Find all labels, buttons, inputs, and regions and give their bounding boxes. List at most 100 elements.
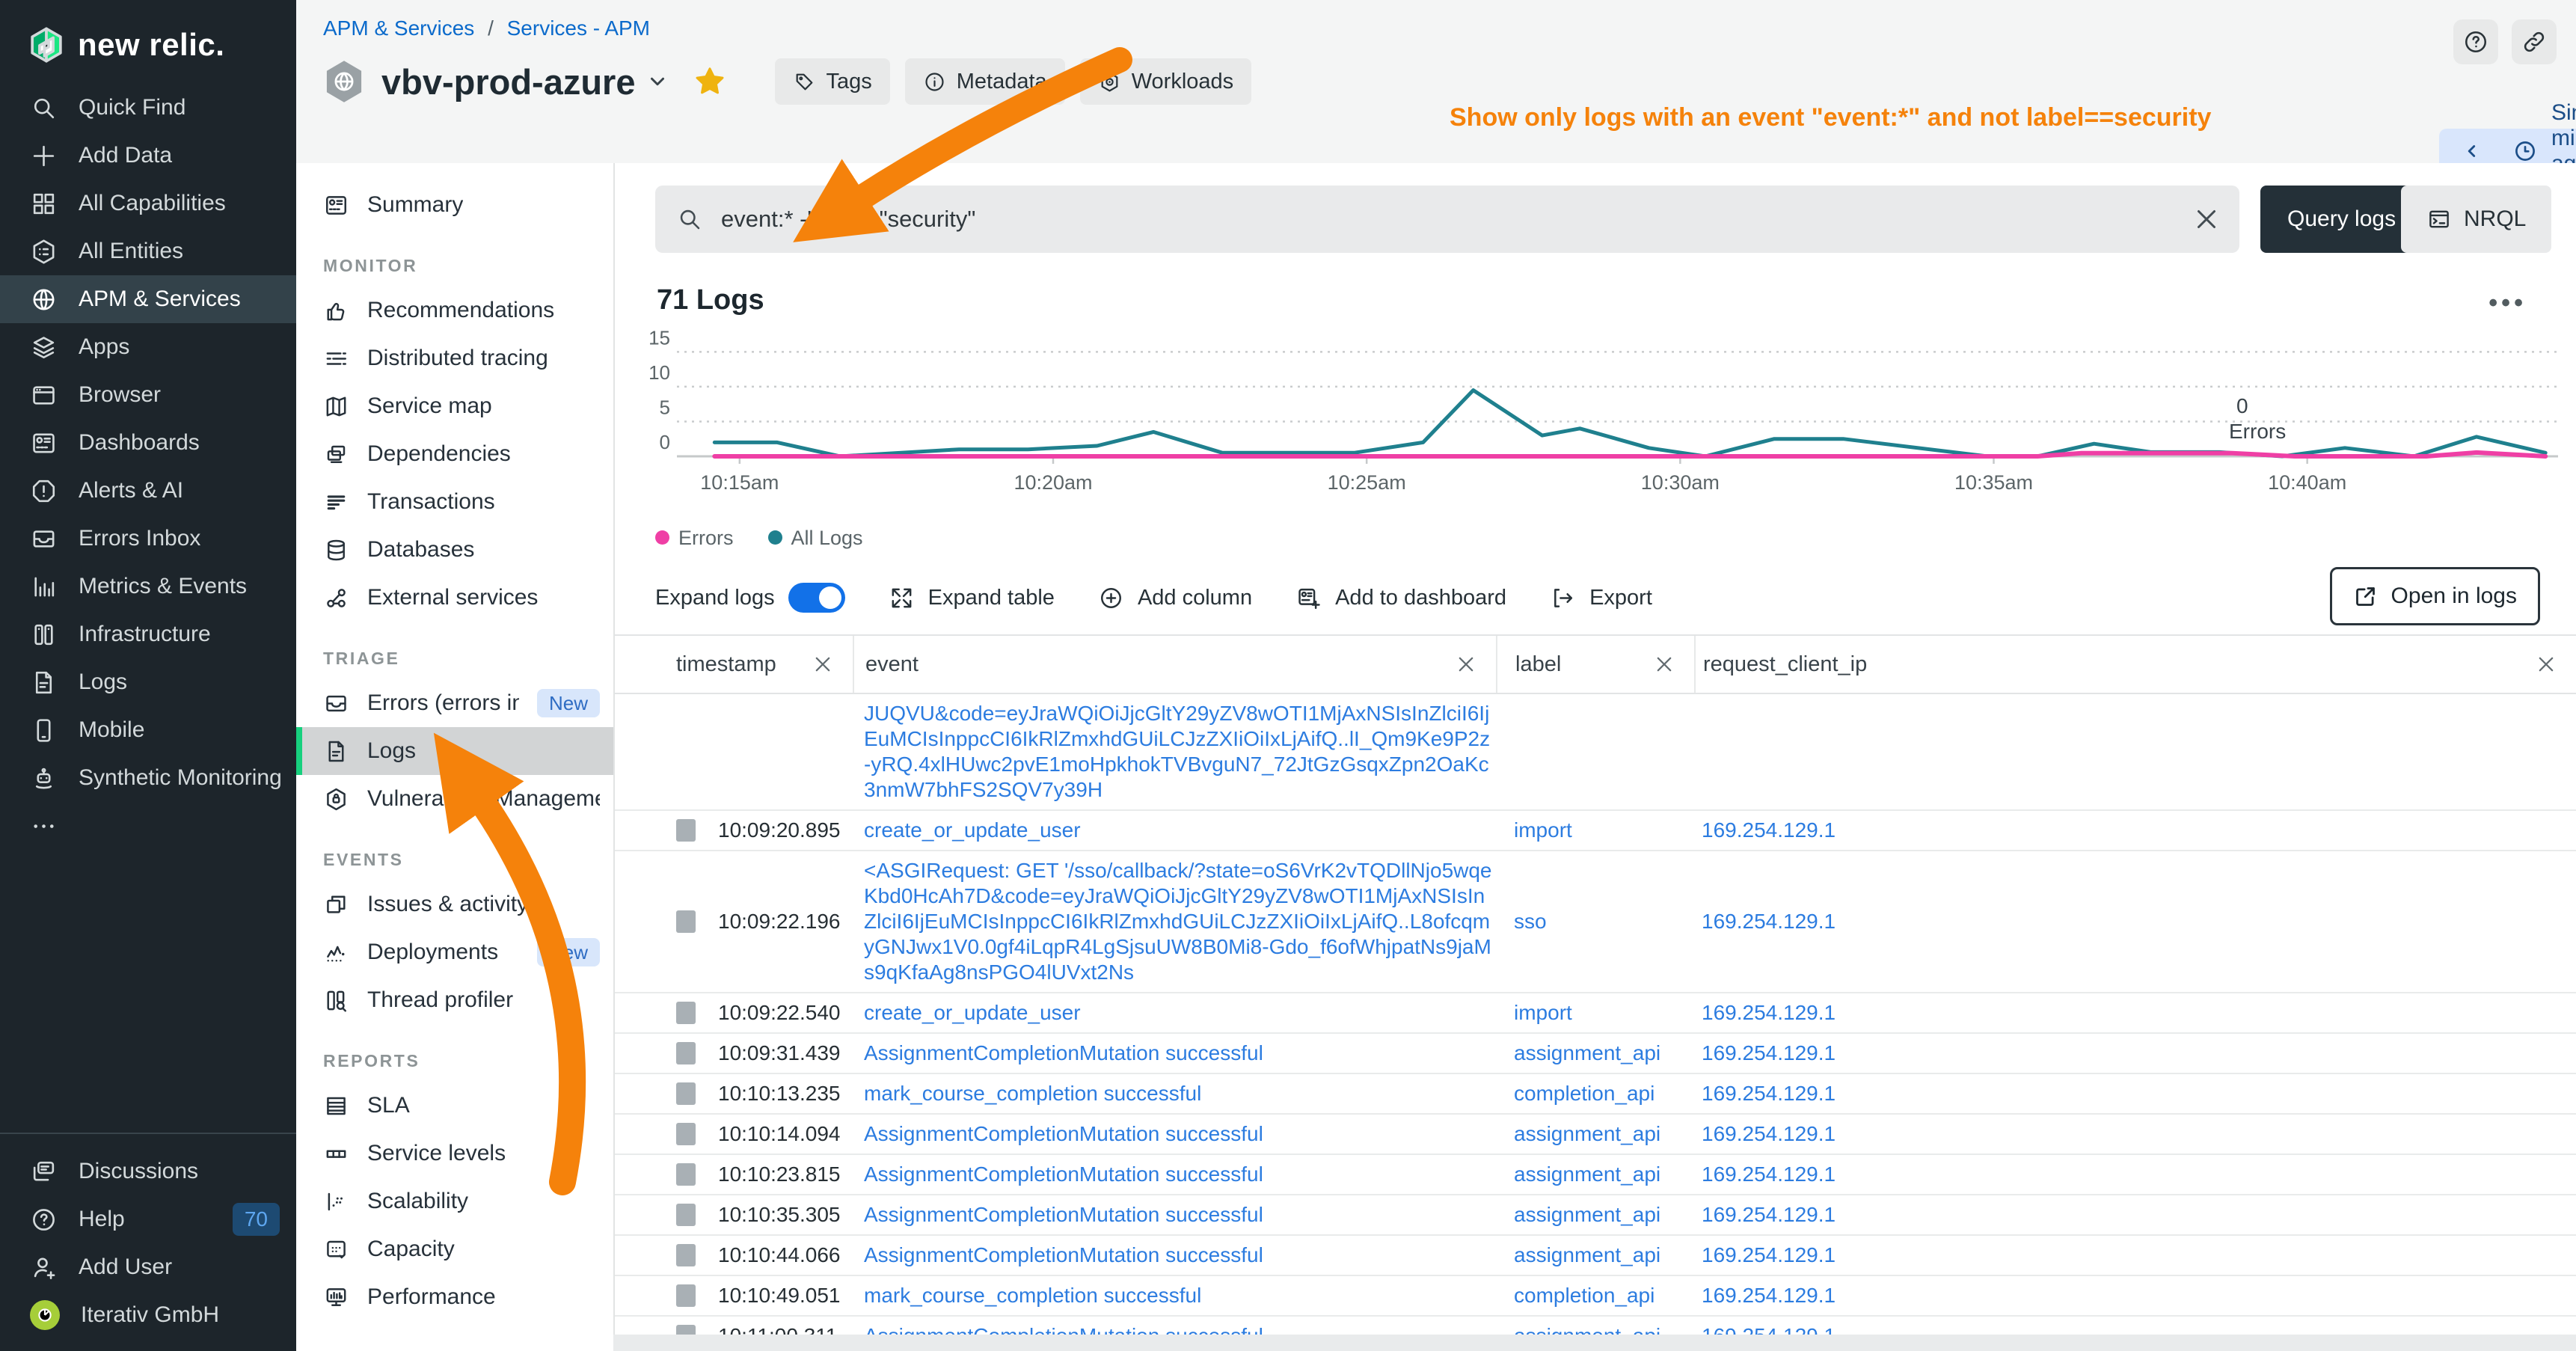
log-row[interactable]: 10:10:35.305 AssignmentCompletionMutatio… [613,1195,2576,1236]
nrql-button[interactable]: NRQL [2401,186,2552,253]
event-link[interactable]: mark_course_completion successful [864,1284,1202,1307]
event-link[interactable]: AssignmentCompletionMutation successful [864,1324,1263,1335]
ip-link[interactable]: 169.254.129.1 [1702,1284,1836,1307]
ip-link[interactable]: 169.254.129.1 [1702,1122,1836,1145]
event-link[interactable]: AssignmentCompletionMutation successful [864,1243,1263,1266]
log-row[interactable]: 10:09:22.540 create_or_update_user impor… [613,993,2576,1034]
sidebar-item-more[interactable] [0,802,296,850]
query-logs-button[interactable]: Query logs [2260,186,2423,253]
remove-column-icon[interactable] [1456,654,1476,675]
remove-column-icon[interactable] [2536,654,2557,675]
workloads-button[interactable]: Workloads [1079,58,1252,105]
subnav-item-transactions[interactable]: Transactions [296,478,613,526]
label-link[interactable]: assignment_api [1514,1122,1661,1145]
add-to-dashboard-button[interactable]: Add to dashboard [1295,585,1506,611]
label-link[interactable]: import [1514,818,1572,842]
sidebar-item-metrics-events[interactable]: Metrics & Events [0,563,296,610]
sidebar-item-browser[interactable]: Browser [0,371,296,419]
log-row[interactable]: 10:09:20.895 create_or_update_user impor… [613,811,2576,851]
log-row[interactable]: 10:11:00.311 AssignmentCompletionMutatio… [613,1317,2576,1335]
permalink-button[interactable] [2512,19,2557,64]
row-checkbox[interactable] [676,1325,696,1335]
row-checkbox[interactable] [676,1163,696,1186]
event-link[interactable]: create_or_update_user [864,818,1081,842]
expand-logs-button[interactable]: Expand logs [655,583,845,613]
sidebar-item-alerts-ai[interactable]: Alerts & AI [0,467,296,515]
subnav-item-service-map[interactable]: Service map [296,382,613,430]
breadcrumb-apm-services[interactable]: APM & Services [323,16,475,40]
ip-link[interactable]: 169.254.129.1 [1702,1041,1836,1064]
event-link[interactable]: AssignmentCompletionMutation successful [864,1041,1263,1064]
expand-logs-toggle[interactable] [788,583,845,613]
more-options-icon[interactable]: ••• [2488,289,2527,317]
subnav-item-sla[interactable]: SLA [296,1082,613,1130]
clear-query-icon[interactable] [2193,206,2220,233]
label-link[interactable]: assignment_api [1514,1041,1661,1064]
label-link[interactable]: completion_api [1514,1082,1655,1105]
sidebar-item-apps[interactable]: Apps [0,323,296,371]
ip-link[interactable]: 169.254.129.1 [1702,1203,1836,1226]
log-query-input[interactable] [720,205,2193,233]
remove-column-icon[interactable] [1654,654,1675,675]
log-row[interactable]: JUQVU&code=eyJraWQiOiJjcGltY29yZV8wOTI1M… [613,694,2576,811]
sidebar-item-infrastructure[interactable]: Infrastructure [0,610,296,658]
time-back-chevron-icon[interactable] [2439,129,2505,174]
subnav-item-scalability[interactable]: Scalability [296,1177,613,1225]
subnav-item-databases[interactable]: Databases [296,526,613,574]
add-column-button[interactable]: Add column [1098,585,1252,611]
subnav-item-dependencies[interactable]: Dependencies [296,430,613,478]
sidebar-item-mobile[interactable]: Mobile [0,706,296,754]
row-checkbox[interactable] [676,1244,696,1266]
breadcrumb-services-apm[interactable]: Services - APM [506,16,651,40]
event-link[interactable]: create_or_update_user [864,1001,1081,1024]
row-checkbox[interactable] [676,1284,696,1307]
metadata-button[interactable]: Metadata [904,58,1065,105]
event-link[interactable]: AssignmentCompletionMutation successful [864,1203,1263,1226]
subnav-item-vulnerability-management[interactable]: Vulnerability Management [296,775,613,823]
subnav-item-errors-errors-inb[interactable]: Errors (errors inb... New [296,679,613,727]
expand-table-button[interactable]: Expand table [889,585,1055,611]
ip-link[interactable]: 169.254.129.1 [1702,910,1836,933]
tags-button[interactable]: Tags [774,58,890,105]
log-row[interactable]: 10:10:23.815 AssignmentCompletionMutatio… [613,1155,2576,1195]
sidebar-item-synthetic-monitoring[interactable]: Synthetic Monitoring [0,754,296,802]
sidebar-item-iterativ-gmbh[interactable]: Iterativ GmbH [0,1291,296,1339]
new-relic-logo[interactable]: new relic. [0,0,296,84]
sidebar-item-logs[interactable]: Logs [0,658,296,706]
sidebar-item-help[interactable]: Help 70 [0,1195,296,1243]
subnav-item-issues-activity[interactable]: Issues & activity [296,880,613,928]
ip-link[interactable]: 169.254.129.1 [1702,818,1836,842]
favorite-star-icon[interactable] [694,66,726,97]
label-link[interactable]: sso [1514,910,1547,933]
row-checkbox[interactable] [676,819,696,842]
label-link[interactable]: assignment_api [1514,1324,1660,1335]
subnav-item-thread-profiler[interactable]: Thread profiler [296,976,613,1024]
label-link[interactable]: assignment_api [1514,1162,1661,1186]
log-row[interactable]: 10:10:13.235 mark_course_completion succ… [613,1074,2576,1115]
label-link[interactable]: assignment_api [1514,1203,1661,1226]
ip-link[interactable]: 169.254.129.1 [1702,1243,1836,1266]
log-row[interactable]: 10:09:22.196 <ASGIRequest: GET '/sso/cal… [613,851,2576,993]
subnav-item-service-levels[interactable]: Service levels [296,1130,613,1177]
help-button[interactable] [2453,19,2498,64]
sidebar-item-discussions[interactable]: Discussions [0,1148,296,1195]
log-row[interactable]: 10:10:44.066 AssignmentCompletionMutatio… [613,1236,2576,1276]
log-row[interactable]: 10:10:49.051 mark_course_completion succ… [613,1276,2576,1317]
legend-item-errors[interactable]: Errors [655,527,734,550]
subnav-item-capacity[interactable]: Capacity [296,1225,613,1273]
subnav-item-summary[interactable]: Summary [296,181,613,229]
log-row[interactable]: 10:09:31.439 AssignmentCompletionMutatio… [613,1034,2576,1074]
subnav-item-logs[interactable]: Logs [296,727,613,775]
event-link[interactable]: mark_course_completion successful [864,1082,1202,1105]
sidebar-item-quick-find[interactable]: Quick Find [0,84,296,132]
subnav-item-external-services[interactable]: External services [296,574,613,622]
legend-item-all-logs[interactable]: All Logs [767,527,863,550]
row-checkbox[interactable] [676,1204,696,1226]
horizontal-scrollbar[interactable] [613,1335,2576,1351]
sidebar-item-all-capabilities[interactable]: All Capabilities [0,180,296,227]
row-checkbox[interactable] [676,910,696,933]
label-link[interactable]: completion_api [1514,1284,1655,1307]
sidebar-item-apm-services[interactable]: APM & Services [0,275,296,323]
column-header-timestamp[interactable]: timestamp [613,636,853,693]
sidebar-item-all-entities[interactable]: All Entities [0,227,296,275]
